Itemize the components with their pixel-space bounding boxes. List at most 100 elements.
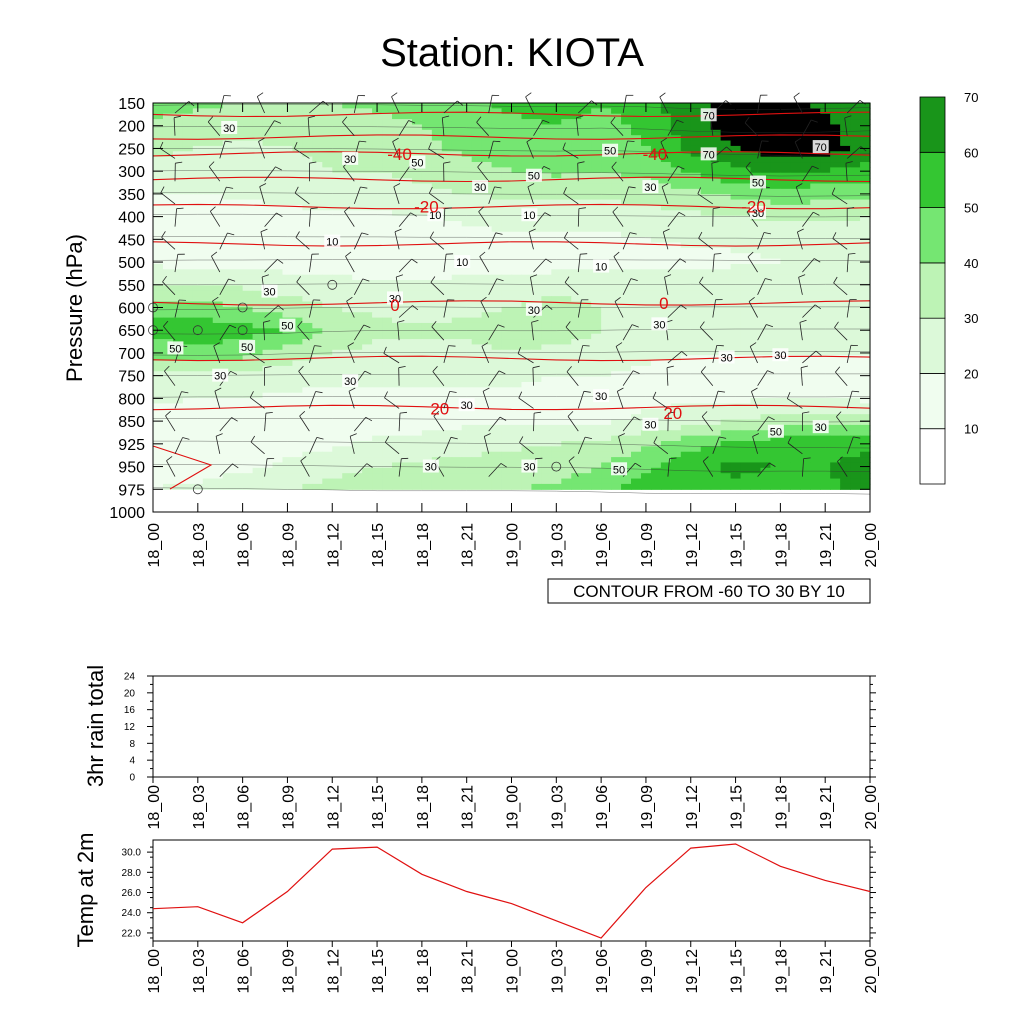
field-cell: [292, 440, 303, 447]
field-cell: [720, 145, 732, 152]
field-cell: [272, 440, 284, 447]
field-cell: [670, 457, 682, 464]
field-cell: [332, 398, 343, 405]
field-cell: [601, 129, 612, 136]
field-cell: [700, 119, 712, 126]
field-cell: [322, 258, 333, 265]
field-cell: [222, 381, 234, 388]
field-cell: [471, 263, 483, 270]
field-cell: [202, 124, 214, 131]
field-cell: [451, 317, 463, 324]
field-cell: [162, 360, 174, 367]
field-cell: [650, 162, 662, 168]
field-cell: [690, 221, 702, 227]
field-cell: [172, 360, 184, 367]
field-cell: [411, 457, 423, 464]
field-cell: [421, 451, 433, 458]
field-cell: [372, 194, 383, 201]
field-cell: [342, 301, 353, 308]
field-cell: [541, 451, 552, 458]
field-cell: [611, 124, 622, 131]
field-cell: [770, 371, 781, 378]
field-cell: [362, 140, 373, 147]
field-cell: [720, 290, 732, 297]
field-cell: [481, 419, 493, 426]
field-cell: [660, 355, 672, 362]
field-cell: [242, 263, 254, 270]
field-cell: [650, 381, 662, 388]
field-cell: [631, 194, 642, 201]
field-cell: [332, 253, 343, 260]
field-cell: [511, 183, 523, 190]
field-cell: [481, 467, 493, 474]
field-cell: [710, 258, 722, 265]
field-cell: [551, 306, 562, 313]
field-cell: [521, 156, 533, 163]
field-cell: [810, 162, 821, 168]
field-cell: [272, 355, 284, 362]
field-cell: [302, 226, 313, 233]
field-cell: [322, 371, 333, 378]
field-cell: [800, 467, 811, 474]
field-cell: [242, 296, 254, 303]
field-cell: [820, 226, 831, 233]
field-cell: [451, 381, 463, 388]
field-cell: [202, 156, 214, 163]
field-cell: [640, 328, 652, 335]
field-cell: [780, 306, 791, 313]
field-cell: [431, 129, 443, 136]
field-cell: [392, 172, 403, 179]
field-cell: [153, 247, 164, 254]
field-cell: [551, 172, 562, 179]
field-cell: [690, 344, 702, 351]
field-cell: [282, 301, 294, 308]
field-cell: [551, 247, 562, 254]
field-cell: [561, 403, 572, 410]
field-cell: [252, 322, 264, 329]
field-cell: [561, 381, 572, 388]
field-cell: [860, 162, 871, 168]
field-cell: [631, 381, 642, 388]
field-cell: [282, 333, 294, 340]
field-cell: [192, 451, 204, 458]
field-cell: [800, 237, 811, 244]
field-cell: [660, 419, 672, 426]
field-cell: [780, 290, 791, 297]
field-cell: [192, 333, 204, 340]
field-cell: [551, 398, 562, 405]
field-cell: [621, 167, 632, 174]
field-cell: [740, 188, 752, 195]
field-cell: [342, 280, 353, 286]
field-cell: [650, 226, 662, 233]
field-cell: [611, 451, 622, 458]
field-cell: [650, 199, 662, 206]
field-cell: [840, 349, 851, 356]
field-cell: [441, 355, 453, 362]
field-cell: [471, 140, 483, 147]
field-cell: [611, 210, 622, 217]
field-cell: [322, 172, 333, 179]
field-cell: [541, 237, 552, 244]
field-cell: [471, 151, 483, 158]
field-cell: [700, 403, 712, 410]
field-cell: [670, 414, 682, 421]
field-cell: [162, 103, 174, 109]
field-cell: [541, 263, 552, 270]
field-cell: [531, 226, 542, 233]
field-cell: [810, 392, 821, 399]
field-cell: [362, 129, 373, 136]
field-cell: [640, 398, 652, 405]
field-cell: [302, 156, 313, 163]
field-cell: [362, 430, 373, 437]
field-cell: [322, 119, 333, 126]
field-cell: [680, 398, 692, 405]
field-cell: [730, 167, 742, 174]
field-cell: [372, 451, 383, 458]
field-cell: [670, 151, 682, 158]
field-cell: [770, 392, 781, 399]
field-cell: [531, 263, 542, 270]
field-cell: [392, 247, 403, 254]
field-cell: [730, 467, 742, 474]
field-cell: [431, 290, 443, 297]
field-cell: [401, 162, 413, 168]
